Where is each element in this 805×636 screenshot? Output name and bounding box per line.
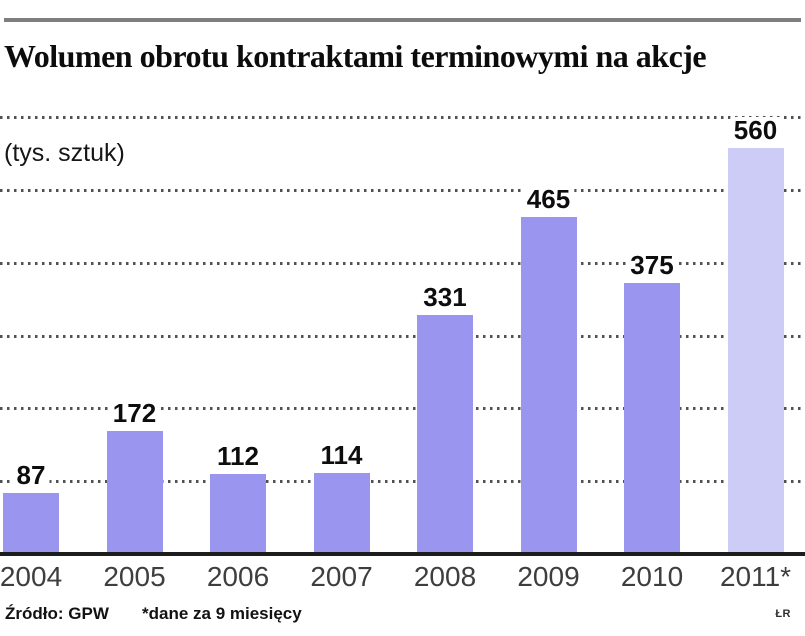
bar-2006 bbox=[210, 474, 266, 556]
x-tick-label-2009: 2009 bbox=[517, 561, 580, 592]
bar-2010 bbox=[624, 282, 680, 556]
bar-2011* bbox=[727, 148, 784, 556]
bar-value-label-2007: 114 bbox=[316, 441, 367, 468]
bar-2007 bbox=[313, 472, 370, 556]
x-axis-labels-row: 2004 2005 2006 2007 2008 2009 2010 2011* bbox=[0, 561, 805, 599]
bar-value-label-2010: 375 bbox=[626, 251, 678, 278]
x-tick-label-2011*: 2011* bbox=[719, 561, 792, 592]
x-axis-line bbox=[0, 552, 805, 556]
bar-2004 bbox=[3, 492, 59, 556]
bar-2009 bbox=[520, 217, 577, 556]
bar-2005 bbox=[106, 430, 163, 556]
bar-value-label-2008: 331 bbox=[419, 283, 471, 310]
x-tick-label-2007: 2007 bbox=[310, 561, 373, 592]
top-divider-rule bbox=[4, 18, 801, 22]
footnote-label: *dane za 9 miesięcy bbox=[142, 604, 302, 623]
gridline-100 bbox=[0, 480, 805, 484]
gridline-300 bbox=[0, 334, 805, 338]
bar-value-label-2011*: 560 bbox=[729, 117, 782, 144]
plot-area: 87 172 112 114 331 465 375 560 bbox=[0, 116, 805, 556]
author-credit: ŁR bbox=[775, 608, 791, 620]
bar-2008 bbox=[417, 314, 473, 556]
gridline-500 bbox=[0, 188, 805, 192]
gridline-600 bbox=[0, 116, 805, 119]
bar-value-label-2004: 87 bbox=[12, 461, 50, 488]
gridline-400 bbox=[0, 261, 805, 265]
gridline-200 bbox=[0, 407, 805, 411]
bar-value-label-2005: 172 bbox=[108, 399, 161, 426]
bar-value-label-2009: 465 bbox=[522, 186, 575, 213]
x-tick-label-2010: 2010 bbox=[620, 561, 684, 592]
y-axis-unit-label: (tys. sztuk) bbox=[4, 139, 125, 167]
x-tick-label-2004: 2004 bbox=[0, 561, 63, 592]
x-tick-label-2008: 2008 bbox=[413, 561, 477, 592]
chart-title: Wolumen obrotu kontraktami terminowymi n… bbox=[4, 38, 707, 74]
x-tick-label-2006: 2006 bbox=[206, 561, 270, 592]
x-tick-label-2005: 2005 bbox=[103, 561, 166, 592]
source-label: Źródło: GPW bbox=[5, 604, 109, 623]
bar-value-label-2006: 112 bbox=[213, 443, 263, 470]
